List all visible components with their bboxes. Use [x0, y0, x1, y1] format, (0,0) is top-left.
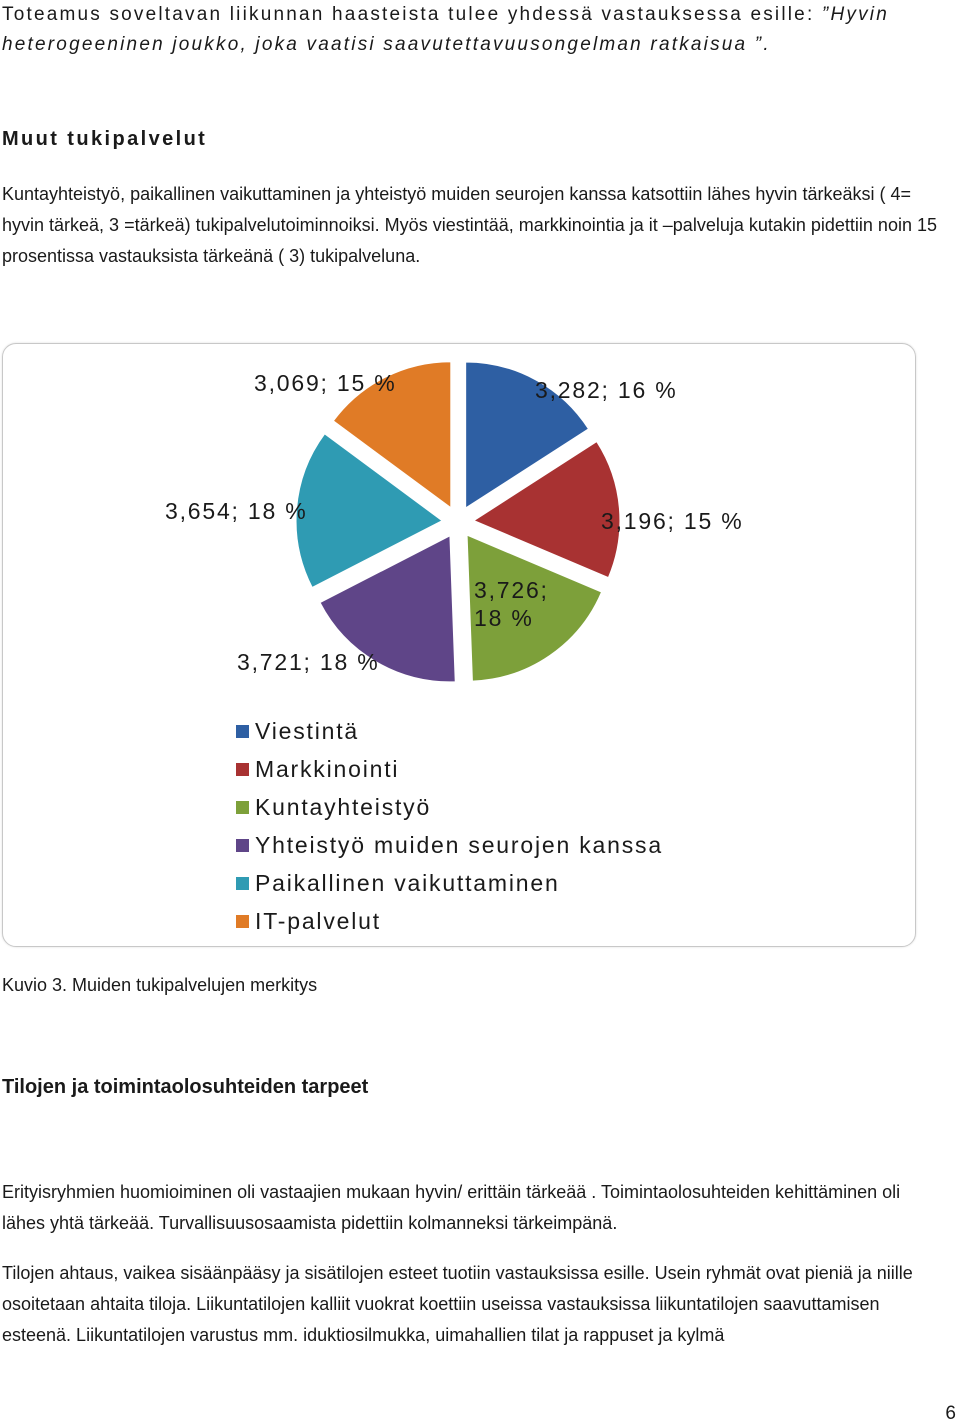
legend-label-5: Paikallinen vaikuttaminen	[255, 869, 560, 896]
intro-text: Toteamus soveltavan liikunnan haasteista…	[2, 0, 952, 60]
paragraph-tilat-2: Tilojen ahtaus, vaikea sisäänpääsy ja si…	[2, 1263, 913, 1345]
pie-label-3-line1: 3,726;	[474, 577, 549, 603]
pie-label-6: 3,069; 15 %	[254, 370, 397, 396]
legend-item-2: Markkinointi	[236, 750, 663, 788]
pie-label-2: 3,196; 15 %	[601, 508, 744, 534]
chart-frame	[2, 343, 916, 947]
legend-item-5: Paikallinen vaikuttaminen	[236, 864, 663, 902]
legend-label-4: Yhteistyö muiden seurojen kanssa	[255, 831, 663, 858]
legend-item-6: IT-palvelut	[236, 902, 663, 940]
pie-slice-3	[466, 534, 603, 682]
pie-chart: 3,282; 16 % 3,196; 15 % 3,726;18 % 3,721; 1…	[165, 361, 744, 683]
figure-caption: Kuvio 3. Muiden tukipalvelujen merkitys	[2, 975, 318, 995]
legend-swatch-4	[236, 838, 249, 852]
paragraph-tilat-1: Erityisryhmien huomioiminen oli vastaaji…	[2, 1182, 901, 1233]
page-number: 6	[945, 1403, 956, 1424]
intro-normal: Toteamus soveltavan liikunnan haasteista…	[2, 4, 822, 25]
legend-label-2: Markkinointi	[255, 755, 400, 782]
legend-swatch-2	[236, 762, 249, 776]
legend-item-1: Viestintä	[236, 712, 663, 750]
legend-label-6: IT-palvelut	[255, 907, 381, 934]
section-heading-tilat: Tilojen ja toimintaolosuhteiden tarpeet	[2, 1076, 369, 1098]
pie-label-4: 3,721; 18 %	[237, 649, 380, 675]
legend-swatch-5	[236, 876, 249, 890]
chart-legend: Viestintä Markkinointi Kuntayhteistyö Yhtei…	[236, 712, 663, 940]
legend-item-4: Yhteistyö muiden seurojen kanssa	[236, 826, 663, 864]
pie-label-5: 3,654; 18 %	[165, 498, 308, 524]
legend-swatch-3	[236, 800, 249, 814]
pie-slice-1	[465, 361, 590, 509]
legend-item-3: Kuntayhteistyö	[236, 788, 663, 826]
paragraph-tukipalvelut: Kuntayhteistyö, paikallinen vaikuttamine…	[2, 184, 937, 266]
pie-slice-2	[472, 440, 621, 579]
legend-swatch-1	[236, 724, 249, 738]
pie-label-1: 3,282; 16 %	[535, 377, 678, 403]
pie-slice-6	[332, 361, 452, 509]
legend-label-3: Kuntayhteistyö	[255, 793, 432, 820]
intro-quote: ”Hyvin heterogeeninen joukko, joka vaati…	[2, 4, 889, 55]
pie-slice-4	[319, 535, 456, 683]
legend-label-1: Viestintä	[255, 717, 359, 744]
legend-swatch-6	[236, 914, 249, 928]
section-heading-tukipalvelut: Muut tukipalvelut	[2, 128, 208, 150]
pie-label-3-line2: 18 %	[474, 605, 534, 631]
pie-slice-5	[295, 433, 443, 589]
